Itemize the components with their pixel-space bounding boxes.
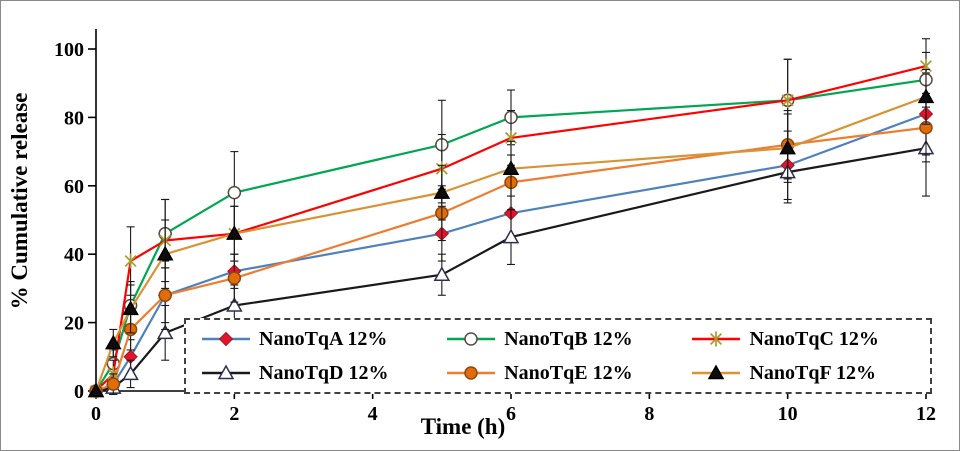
data-point-marker <box>106 377 121 391</box>
y-tick-label: 20 <box>64 313 84 335</box>
y-tick-label: 40 <box>64 244 84 266</box>
legend-item: NanoTqE 12% <box>445 362 690 385</box>
data-point-marker <box>781 92 794 108</box>
data-point-marker <box>708 364 725 380</box>
data-point-marker <box>464 332 478 346</box>
data-point-marker <box>218 331 234 347</box>
legend-label: NanoTqF 12% <box>749 361 876 384</box>
data-point-marker <box>158 288 172 302</box>
series-group <box>87 68 935 398</box>
legend-label: NanoTqD 12% <box>259 361 389 384</box>
legend-label: NanoTqA 12% <box>259 327 388 350</box>
legend-item: NanoTqC 12% <box>690 328 924 351</box>
legend-label: NanoTqE 12% <box>504 361 633 384</box>
x-tick-label: 6 <box>506 403 516 425</box>
data-point-marker <box>122 365 139 381</box>
data-point-marker <box>87 382 105 398</box>
chart-legend: NanoTqA 12% NanoTqB 12% NanoTqC 12% NanoTqD… <box>184 318 932 394</box>
data-point-marker <box>710 331 723 347</box>
legend-label: NanoTqB 12% <box>504 327 633 350</box>
data-point-marker <box>226 296 243 312</box>
legend-label: NanoTqC 12% <box>749 327 879 350</box>
data-point-marker <box>122 300 139 316</box>
data-point-marker <box>226 225 243 240</box>
legend-item: NanoTqF 12% <box>690 362 924 385</box>
x-tick-label: 0 <box>91 403 101 425</box>
legend-item: NanoTqB 12% <box>445 328 690 351</box>
legend-swatch <box>202 331 250 347</box>
y-tick-label: 0 <box>74 381 84 403</box>
markers <box>87 88 935 398</box>
legend-swatch <box>692 331 741 347</box>
legend-swatch <box>692 364 741 380</box>
data-point-marker <box>156 245 174 261</box>
data-point-marker <box>779 139 796 155</box>
markers <box>87 139 935 398</box>
data-point-marker <box>433 184 451 199</box>
data-point-marker <box>502 228 520 244</box>
legend-swatch <box>447 366 496 380</box>
data-point-marker <box>502 160 520 175</box>
y-tick-label: 60 <box>64 176 84 198</box>
x-tick-label: 2 <box>229 403 239 425</box>
data-point-marker <box>124 253 137 269</box>
legend-item: NanoTqD 12% <box>200 362 445 385</box>
x-tick-label: 8 <box>644 403 654 425</box>
legend-swatch <box>202 364 250 380</box>
x-axis-title: Time (h) <box>421 414 506 439</box>
y-tick-label: 80 <box>64 107 84 129</box>
data-point-marker <box>433 266 451 281</box>
data-point-marker <box>217 364 235 380</box>
error-bars <box>109 68 930 358</box>
y-axis-title: % Cumulative release <box>7 93 32 310</box>
legend-item: NanoTqA 12% <box>200 328 445 351</box>
data-point-marker <box>227 271 242 285</box>
y-tick-label: 100 <box>54 39 84 61</box>
legend-swatch <box>447 332 496 346</box>
x-tick-label: 4 <box>368 403 378 425</box>
x-tick-label: 12 <box>916 403 936 425</box>
x-tick-label: 10 <box>778 403 798 425</box>
data-point-marker <box>156 324 174 340</box>
data-point-marker <box>105 334 122 350</box>
data-point-marker <box>227 185 242 200</box>
series-layer <box>87 38 935 399</box>
data-point-marker <box>464 366 478 380</box>
data-point-marker <box>917 88 935 104</box>
